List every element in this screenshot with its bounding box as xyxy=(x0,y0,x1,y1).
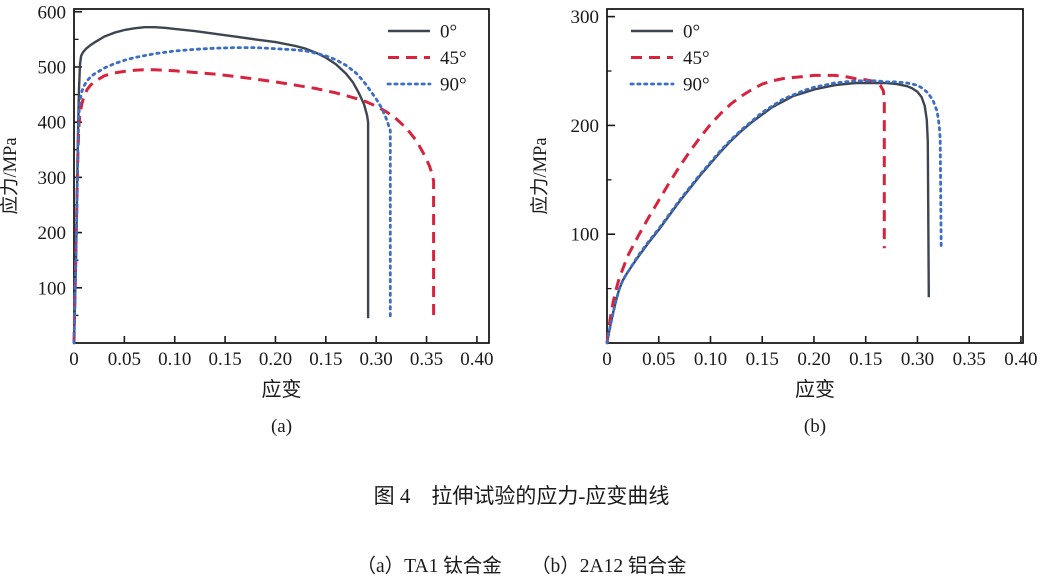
panel-label: (a) xyxy=(271,416,292,437)
plot-frame xyxy=(73,8,490,344)
legend-label: 0° xyxy=(440,22,457,43)
y-tick-label: 100 xyxy=(571,225,600,246)
x-tick-label: 0.15 xyxy=(849,349,882,370)
legend-label: 0° xyxy=(683,22,700,43)
caption-subtitle-cn: （a）TA1 钛合金 （b）2A12 铝合金 xyxy=(356,556,687,577)
x-tick-label: 0.20 xyxy=(797,349,830,370)
curve-0deg xyxy=(72,26,370,344)
x-tick-label: 0.35 xyxy=(953,349,986,370)
x-tick-label: 0 xyxy=(602,349,612,370)
y-tick-label: 400 xyxy=(38,113,67,134)
legend-label: 45° xyxy=(440,48,467,69)
x-axis-title: 应变 xyxy=(262,378,302,401)
x-tick-label: 0.30 xyxy=(901,349,934,370)
x-axis: 0 0.05 0.10 0.15 0.20 0.15 0.30 0.35 0.40 xyxy=(602,336,1038,370)
y-tick-label: 300 xyxy=(571,7,600,28)
x-tick-label: 0.40 xyxy=(1004,349,1037,370)
x-tick-label: 0.10 xyxy=(158,349,191,370)
y-tick-label: 600 xyxy=(38,2,67,23)
curve-90deg xyxy=(605,79,943,345)
curve-90deg xyxy=(72,46,392,345)
curve-0deg xyxy=(605,81,930,344)
legend: 0° 45° 90° xyxy=(386,22,467,96)
chart-b-canvas: 0 0.05 0.10 0.15 0.20 0.15 0.30 0.35 0.40 100 200 3… xyxy=(530,7,1038,437)
curve-45deg xyxy=(72,68,436,344)
x-tick-label: 0.15 xyxy=(208,349,241,370)
legend-label: 90° xyxy=(683,75,710,96)
x-axis-title: 应变 xyxy=(795,378,835,401)
y-tick-label: 100 xyxy=(38,278,67,299)
legend-label: 45° xyxy=(683,48,710,69)
y-tick-label: 200 xyxy=(571,116,600,137)
y-tick-label: 200 xyxy=(38,223,67,244)
x-tick-label: 0.15 xyxy=(309,349,342,370)
legend: 0° 45° 90° xyxy=(629,22,710,96)
x-axis: 0 0.05 0.10 0.15 0.20 0.15 0.30 0.35 0.40 xyxy=(69,336,494,370)
y-tick-label: 500 xyxy=(38,57,67,78)
y-axis-title: 应力/MPa xyxy=(0,137,21,214)
plot-frame xyxy=(606,8,1024,344)
x-tick-label: 0.35 xyxy=(410,349,443,370)
y-axis: 100 200 300 400 500 600 xyxy=(38,2,82,317)
x-tick-label: 0.05 xyxy=(642,349,675,370)
y-axis: 100 200 300 xyxy=(571,7,615,290)
x-tick-label: 0 xyxy=(69,349,79,370)
x-tick-label: 0.30 xyxy=(360,349,393,370)
panel-label: (b) xyxy=(804,416,826,437)
curve-45deg xyxy=(605,73,886,344)
caption-title-cn: 图 4 拉伸试验的应力-应变曲线 xyxy=(373,484,670,508)
y-tick-label: 300 xyxy=(38,168,67,189)
x-tick-label: 0.20 xyxy=(259,349,292,370)
x-tick-label: 0.40 xyxy=(460,349,493,370)
legend-label: 90° xyxy=(440,75,467,96)
x-tick-label: 0.05 xyxy=(108,349,141,370)
figure-caption: 图 4 拉伸试验的应力-应变曲线 （a）TA1 钛合金 （b）2A12 铝合金 … xyxy=(0,447,1043,585)
y-axis-title: 应力/MPa xyxy=(530,137,551,214)
chart-a-canvas: 0 0.05 0.10 0.15 0.20 0.15 0.30 0.35 0.40 100 200 3… xyxy=(0,2,494,437)
x-tick-label: 0.15 xyxy=(746,349,779,370)
x-tick-label: 0.10 xyxy=(694,349,727,370)
